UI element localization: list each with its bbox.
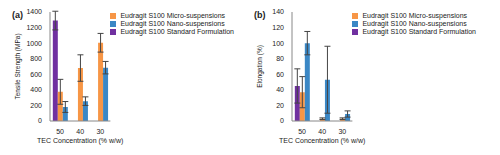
svg-text:140: 140 [272,8,284,15]
svg-text:50: 50 [298,128,306,135]
svg-text:TEC Concentration (% w/w): TEC Concentration (% w/w) [279,137,365,145]
svg-text:1200: 1200 [26,24,42,31]
svg-text:100: 100 [272,40,284,47]
svg-text:40: 40 [76,128,84,135]
svg-text:800: 800 [30,55,42,62]
html-text:Eudragit S100 Standard Formula: Eudragit S100 Standard Formulation [362,28,476,35]
svg-text:Elongation (%): Elongation (%) [256,45,264,88]
svg-text:1400: 1400 [26,8,42,15]
svg-text:Tensile Strength (MPa): Tensile Strength (MPa) [14,33,22,99]
html-text:(b): (b) [254,10,266,20]
svg-text:1000: 1000 [26,40,42,47]
html-text:Eudragit S100 Micro-suspension: Eudragit S100 Micro-suspensions [120,12,225,19]
svg-text:60: 60 [276,71,284,78]
svg-text:40: 40 [276,86,284,93]
svg-text:0: 0 [38,117,42,124]
svg-text:TEC Concentration (% w/w): TEC Concentration (% w/w) [37,137,123,145]
svg-text:600: 600 [30,71,42,78]
svg-text:50: 50 [56,128,64,135]
html-text:Eudragit S100 Nano-suspensions: Eudragit S100 Nano-suspensions [362,20,467,27]
svg-text:30: 30 [96,128,104,135]
svg-text:80: 80 [276,55,284,62]
svg-text:20: 20 [276,102,284,109]
svg-text:30: 30 [338,128,346,135]
svg-text:40: 40 [318,128,326,135]
html-text:Eudragit S100 Standard Formula: Eudragit S100 Standard Formulation [120,28,234,35]
html-text:(a): (a) [12,10,23,20]
svg-text:400: 400 [30,86,42,93]
html-text:Eudragit S100 Micro-suspension: Eudragit S100 Micro-suspensions [362,12,467,19]
html-text:Eudragit S100 Nano-suspensions: Eudragit S100 Nano-suspensions [120,20,225,27]
svg-text:200: 200 [30,102,42,109]
svg-text:0: 0 [280,117,284,124]
svg-text:120: 120 [272,24,284,31]
